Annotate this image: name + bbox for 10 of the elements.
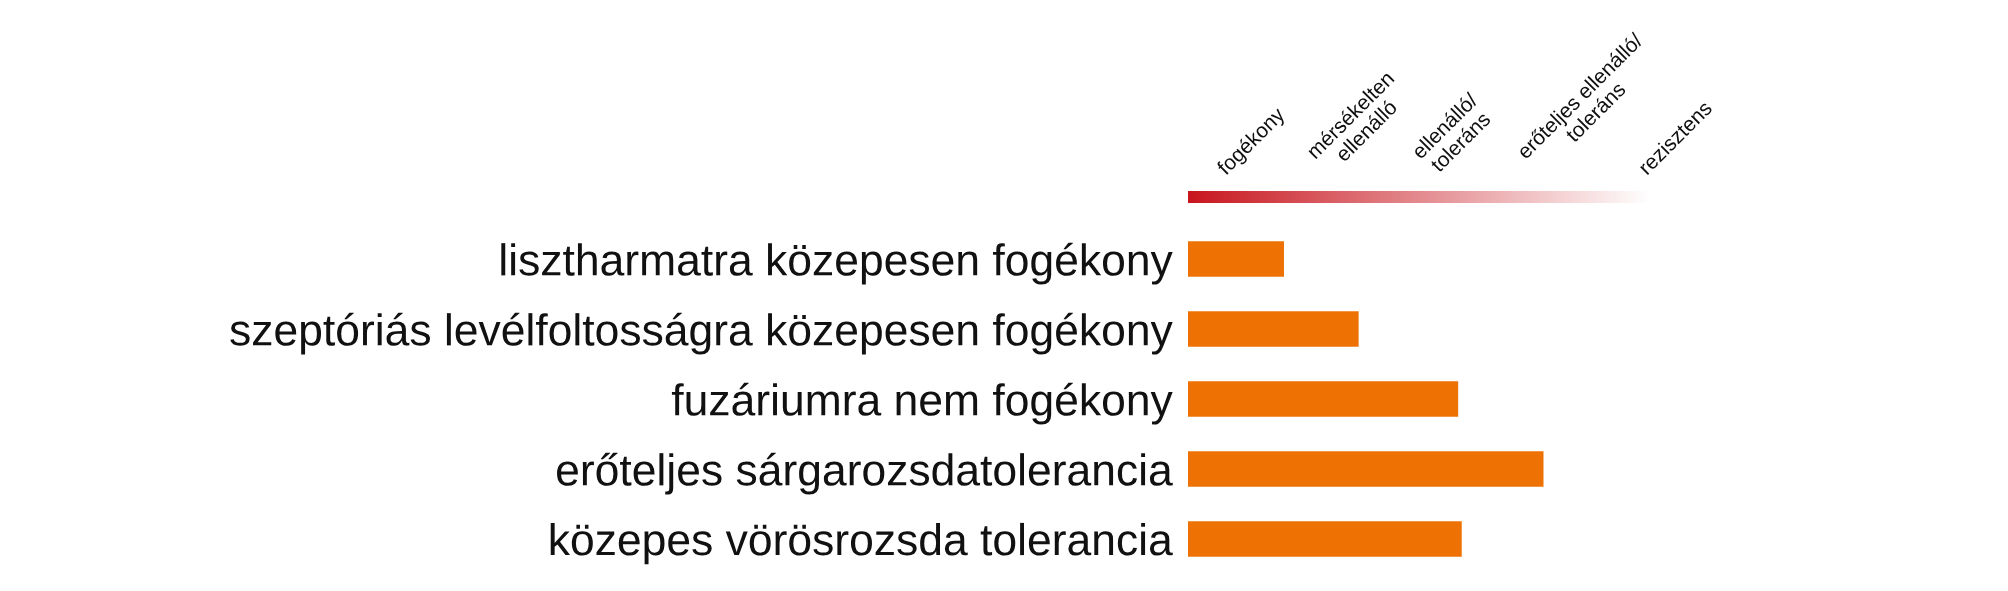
bar xyxy=(1188,521,1462,557)
bar xyxy=(1188,381,1459,417)
y-tick-label: közepes vörösrozsda tolerancia xyxy=(550,522,1173,565)
bar xyxy=(1188,241,1284,277)
y-tick-label: szeptóriás levélfoltosságra közepesen fogékony xyxy=(230,312,1173,355)
y-tick-label: fuzáriumra nem fogékony xyxy=(671,382,1173,425)
bar xyxy=(1188,451,1544,487)
y-tick-label: erőteljes sárgarozsdatolerancia xyxy=(557,452,1173,495)
y-tick-label: lisztharmatra közepesen fogékony xyxy=(501,242,1173,285)
bar xyxy=(1188,311,1359,347)
